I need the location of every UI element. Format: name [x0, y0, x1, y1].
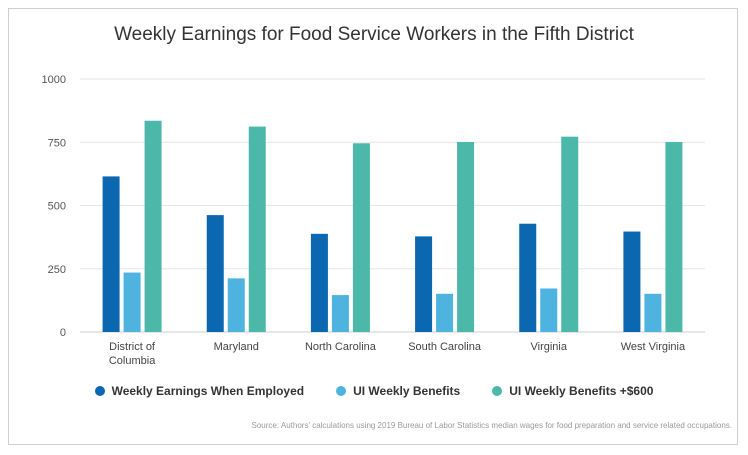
x-tick-label-3: South Carolina [408, 341, 482, 353]
x-tick-label-0: District of Columbia [109, 341, 156, 367]
bar-1-1 [227, 278, 245, 332]
source-note: Source: Authors' calculations using 2019… [251, 421, 732, 430]
y-tick-label-0: 0 [60, 327, 66, 339]
bar-2-3 [457, 141, 475, 332]
bar-2-0 [144, 120, 162, 333]
y-tick-label-250: 250 [48, 264, 66, 276]
gridlines [80, 78, 705, 333]
bar-1-2 [331, 295, 349, 332]
chart-title: Weekly Earnings for Food Service Workers… [114, 24, 634, 45]
chart-frame [8, 8, 738, 445]
bar-0-4 [519, 223, 537, 332]
y-tick-label-500: 500 [48, 201, 66, 213]
bar-1-5 [644, 293, 662, 332]
bar-0-0 [102, 176, 120, 332]
legend-item-ui-benefits[interactable]: UI Weekly Benefits [336, 384, 460, 398]
bar-2-4 [561, 136, 579, 332]
y-tick-labels: 0 250 500 750 1000 [42, 74, 66, 339]
x-tick-label-4: Virginia [531, 341, 568, 353]
bars [102, 120, 683, 333]
y-tick-label-750: 750 [48, 137, 66, 149]
legend-label-ui-benefits: UI Weekly Benefits [353, 384, 461, 398]
x-tick-label-2: North Carolina [305, 341, 377, 353]
legend-label-earnings: Weekly Earnings When Employed [111, 384, 305, 398]
bar-2-2 [352, 143, 370, 332]
legend-item-ui-benefits-600[interactable]: UI Weekly Benefits +$600 [492, 384, 653, 398]
x-tick-label-1: Maryland [214, 341, 259, 353]
bar-1-4 [540, 288, 558, 332]
legend-swatch-earnings [94, 386, 105, 396]
x-tick-label-5: West Virginia [621, 341, 686, 353]
legend-swatch-ui-benefits [336, 386, 347, 396]
x-tick-labels: District of Columbia Maryland North Carolin… [109, 341, 686, 367]
bar-0-1 [206, 215, 224, 332]
legend-item-earnings[interactable]: Weekly Earnings When Employed [94, 384, 305, 398]
bar-1-3 [436, 293, 454, 332]
bar-0-3 [415, 236, 433, 332]
legend: Weekly Earnings When Employed UI Weekly … [0, 384, 748, 398]
bar-0-5 [623, 231, 641, 332]
legend-label-ui-benefits-600: UI Weekly Benefits +$600 [509, 384, 654, 398]
bar-2-1 [248, 126, 266, 333]
legend-swatch-ui-benefits-600 [492, 386, 503, 396]
bar-0-2 [310, 233, 328, 332]
bar-2-5 [665, 141, 683, 332]
y-tick-label-1000: 1000 [42, 74, 66, 86]
bar-1-0 [123, 272, 141, 332]
